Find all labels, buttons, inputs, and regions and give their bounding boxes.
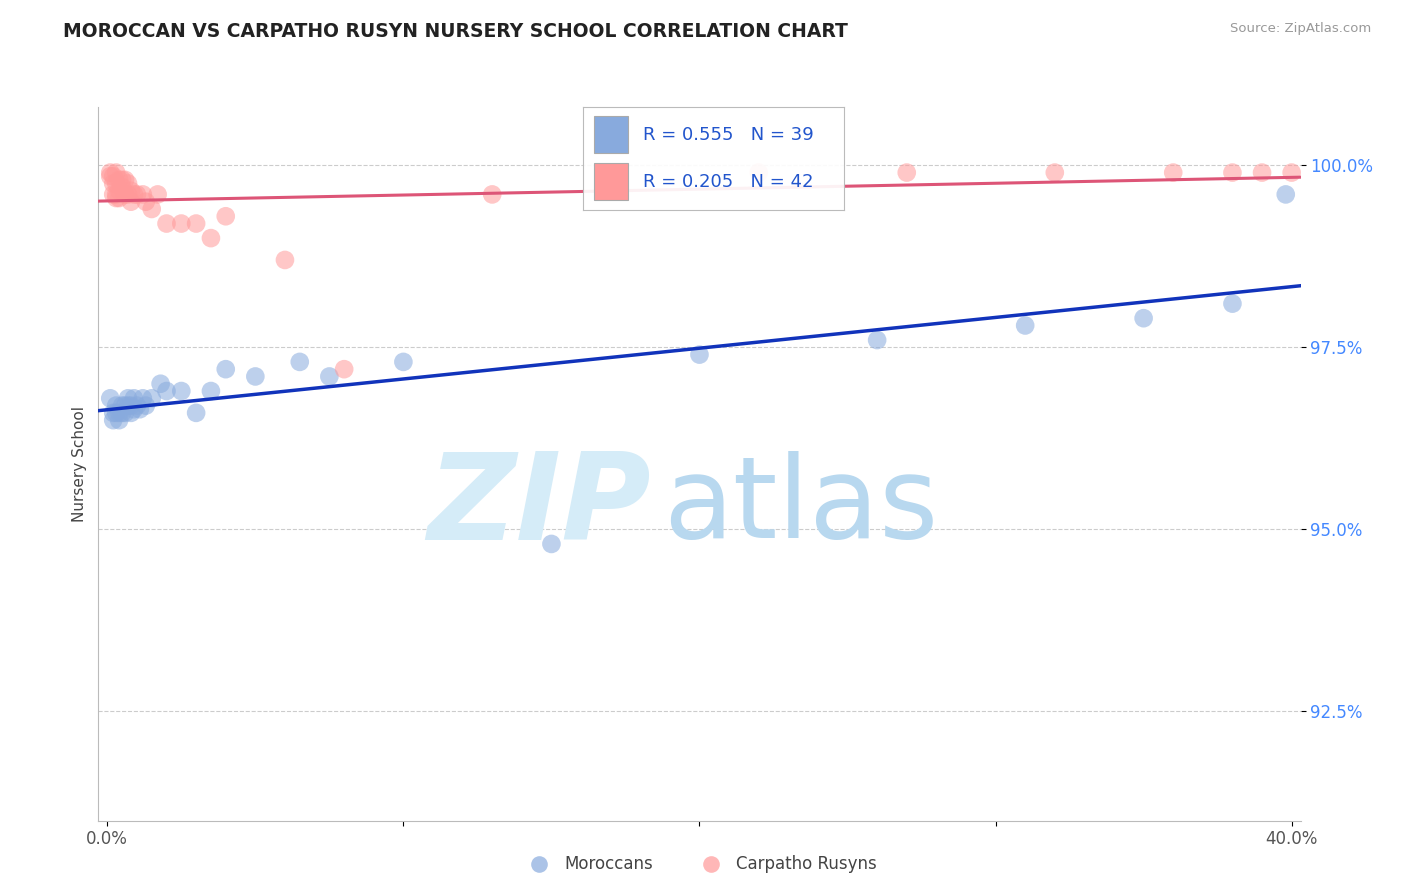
Point [103, 177, 125, 191]
Point [318, 369, 340, 384]
Point [120, 399, 142, 413]
Point [114, 173, 136, 187]
Point [1043, 165, 1066, 179]
Point [117, 187, 139, 202]
Point [105, 177, 128, 191]
Point [149, 376, 172, 391]
Legend: Moroccans, Carpatho Rusyns: Moroccans, Carpatho Rusyns [516, 849, 883, 880]
Point [114, 187, 136, 202]
Point [120, 194, 142, 209]
Point [117, 392, 139, 406]
Point [141, 202, 163, 216]
Point [108, 413, 131, 427]
Point [215, 362, 238, 376]
Point [135, 194, 157, 209]
Point [170, 384, 193, 398]
Point [1251, 165, 1274, 179]
Point [132, 392, 155, 406]
Text: atlas: atlas [664, 451, 939, 562]
Point [481, 187, 503, 202]
Point [111, 173, 134, 187]
Bar [593, 163, 627, 201]
Point [108, 406, 131, 420]
Point [184, 217, 207, 231]
Point [1222, 296, 1244, 310]
Point [122, 402, 145, 417]
Point [688, 348, 710, 362]
Point [103, 413, 125, 427]
Point [1161, 165, 1184, 179]
Point [105, 165, 128, 179]
Point [111, 406, 134, 420]
Point [184, 406, 207, 420]
Point [392, 355, 415, 369]
Point [1281, 165, 1303, 179]
Point [114, 406, 136, 420]
Point [125, 399, 148, 413]
Point [132, 187, 155, 202]
Point [1274, 187, 1296, 202]
Point [200, 231, 222, 245]
Point [111, 399, 134, 413]
Point [105, 406, 128, 420]
Point [108, 173, 131, 187]
Point [155, 217, 177, 231]
Point [599, 173, 621, 187]
Point [288, 355, 311, 369]
Point [122, 187, 145, 202]
Bar [593, 116, 627, 153]
Y-axis label: Nursery School: Nursery School [72, 406, 87, 522]
Text: Source: ZipAtlas.com: Source: ZipAtlas.com [1230, 22, 1371, 36]
Point [108, 184, 131, 198]
Point [120, 406, 142, 420]
Point [146, 187, 169, 202]
Point [896, 165, 918, 179]
Point [215, 209, 238, 223]
Point [120, 184, 142, 198]
Text: R = 0.205   N = 42: R = 0.205 N = 42 [644, 173, 814, 191]
Point [114, 399, 136, 413]
Text: ZIP: ZIP [427, 448, 651, 566]
Point [117, 399, 139, 413]
Point [274, 252, 297, 267]
Point [111, 180, 134, 194]
Point [103, 187, 125, 202]
Text: MOROCCAN VS CARPATHO RUSYN NURSERY SCHOOL CORRELATION CHART: MOROCCAN VS CARPATHO RUSYN NURSERY SCHOO… [63, 22, 848, 41]
Point [135, 399, 157, 413]
Point [866, 333, 889, 347]
Point [122, 392, 145, 406]
Point [98, 392, 121, 406]
Point [125, 187, 148, 202]
Point [540, 537, 562, 551]
Point [1222, 165, 1244, 179]
Point [103, 406, 125, 420]
Point [748, 165, 770, 179]
Point [200, 384, 222, 398]
Point [170, 217, 193, 231]
Point [105, 187, 128, 202]
Point [155, 384, 177, 398]
Point [141, 392, 163, 406]
Point [105, 191, 128, 205]
Point [1014, 318, 1036, 333]
Point [103, 169, 125, 184]
Point [245, 369, 267, 384]
Point [333, 362, 356, 376]
Point [98, 165, 121, 179]
Text: R = 0.555   N = 39: R = 0.555 N = 39 [644, 126, 814, 144]
Point [108, 191, 131, 205]
Point [98, 169, 121, 184]
Point [117, 177, 139, 191]
Point [128, 402, 150, 417]
Point [105, 399, 128, 413]
Point [1132, 311, 1154, 326]
